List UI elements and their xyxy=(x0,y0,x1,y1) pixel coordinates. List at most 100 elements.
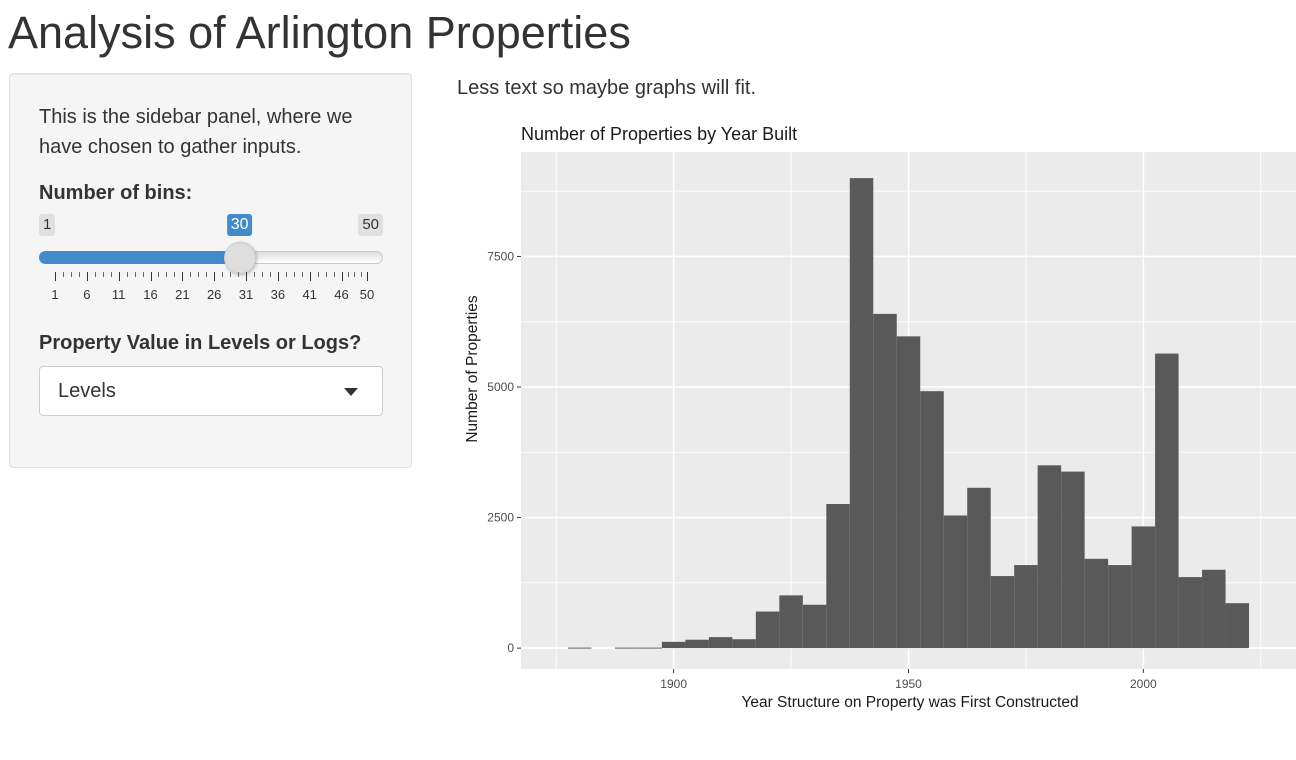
slider-tick xyxy=(182,272,184,281)
x-tick-label: 1950 xyxy=(895,677,922,691)
slider-tick-label: 21 xyxy=(175,287,190,302)
slider-fill xyxy=(39,251,240,264)
slider-tick-label: 46 xyxy=(334,287,349,302)
histogram-bar xyxy=(1084,558,1109,649)
slider-tick-label: 41 xyxy=(302,287,317,302)
slider-max-label: 50 xyxy=(358,214,383,236)
slider-minor-tick xyxy=(110,272,112,277)
chart-title: Number of Properties by Year Built xyxy=(521,124,797,144)
slider-minor-tick xyxy=(253,272,255,277)
slider-tick xyxy=(367,272,368,281)
slider-tick xyxy=(55,272,56,281)
histogram-bar xyxy=(685,639,709,649)
y-tick-label: 7500 xyxy=(487,249,514,263)
slider-minor-tick xyxy=(70,272,72,277)
slider-tick xyxy=(277,272,279,281)
slider-minor-tick xyxy=(134,272,136,277)
slider-minor-tick xyxy=(102,272,104,277)
histogram-chart: 1900 1950 2000 0 2500 5000 7500 Number of Prop… xyxy=(464,124,1296,711)
main-description: Less text so maybe graphs will fit. xyxy=(457,77,757,99)
slider-minor-tick xyxy=(166,272,168,277)
slider-minor-tick xyxy=(142,272,144,277)
histogram-bar xyxy=(1061,471,1085,649)
axes: 1900 1950 2000 0 2500 5000 7500 xyxy=(487,249,1157,691)
slider-tick xyxy=(214,272,216,281)
slider-minor-tick xyxy=(230,272,232,277)
slider-minor-tick xyxy=(301,272,303,277)
slider-minor-tick xyxy=(222,272,224,277)
slider-tick-label: 50 xyxy=(359,287,375,302)
slider-minor-tick xyxy=(174,272,176,277)
histogram-bar xyxy=(638,647,662,649)
slider-value-label: 30 xyxy=(226,214,253,236)
slider-tick-label: 26 xyxy=(206,287,222,302)
histogram-bar xyxy=(779,595,803,649)
slider-minor-tick xyxy=(206,272,208,277)
y-tick-label: 5000 xyxy=(487,380,514,394)
page-title: Analysis of Arlington Properties xyxy=(8,7,631,58)
histogram-bar xyxy=(614,647,639,649)
histogram-bar xyxy=(1014,565,1038,649)
histogram-bar xyxy=(1037,465,1062,649)
histogram-bar xyxy=(1225,603,1250,649)
scale-label: Property Value in Levels or Logs? xyxy=(39,332,362,354)
slider-minor-tick xyxy=(261,272,263,277)
slider-ticks: 1 6 11 16 21 26 31 36 41 46 50 xyxy=(39,269,383,302)
slider-minor-tick xyxy=(78,272,80,277)
slider-tick xyxy=(246,272,248,281)
slider-minor-tick xyxy=(354,272,356,277)
slider-minor-tick xyxy=(198,272,200,277)
slider-minor-tick xyxy=(94,272,96,277)
slider-min-label: 1 xyxy=(39,214,56,236)
histogram-bar xyxy=(755,611,780,649)
slider-tick xyxy=(341,272,343,281)
slider-minor-tick xyxy=(317,272,319,277)
slider-tick-label: 31 xyxy=(238,287,254,302)
sidebar-panel: This is the sidebar panel, where we have… xyxy=(9,73,412,468)
slider-tick-label: 6 xyxy=(83,287,91,302)
slider-minor-tick xyxy=(158,272,160,277)
x-tick-label: 2000 xyxy=(1130,677,1157,691)
histogram-bar xyxy=(661,641,686,649)
slider-minor-tick xyxy=(62,272,64,277)
histogram-bars xyxy=(567,178,1250,649)
histogram-bar xyxy=(708,637,733,649)
slider-minor-tick xyxy=(285,272,287,277)
slider-tick xyxy=(309,272,311,281)
slider-tick-label: 36 xyxy=(270,287,286,302)
caret-down-icon xyxy=(344,388,358,396)
slider-tick xyxy=(86,272,88,281)
slider-tick-label: 11 xyxy=(111,287,126,302)
scale-select[interactable]: Levels xyxy=(39,366,383,416)
histogram-bar xyxy=(732,639,756,649)
x-tick-label: 1900 xyxy=(660,677,687,691)
bins-slider[interactable]: 1 50 30 1 6 11 16 21 26 31 36 41 46 50 xyxy=(39,214,383,302)
histogram-bar xyxy=(849,178,874,649)
histogram-bar xyxy=(1108,565,1132,649)
slider-minor-tick xyxy=(360,272,362,277)
histogram-bar xyxy=(990,576,1015,649)
slider-minor-tick xyxy=(333,272,335,277)
y-tick-label: 2500 xyxy=(487,511,514,525)
slider-minor-tick xyxy=(126,272,128,277)
slider-tick xyxy=(118,272,120,281)
histogram-bar xyxy=(920,391,944,649)
histogram-bar xyxy=(873,313,897,649)
histogram-bar xyxy=(1202,569,1226,649)
sidebar-description: This is the sidebar panel, where we have… xyxy=(39,106,353,158)
y-tick-label: 0 xyxy=(507,641,514,655)
histogram-bar xyxy=(967,487,991,649)
slider-minor-tick xyxy=(293,272,295,277)
slider-minor-tick xyxy=(325,272,327,277)
histogram-bar xyxy=(567,647,592,649)
histogram-bar xyxy=(1131,526,1156,649)
histogram-bar xyxy=(826,503,850,649)
slider-handle[interactable] xyxy=(223,242,256,274)
x-axis-label: Year Structure on Property was First Con… xyxy=(741,694,1078,711)
scale-select-value: Levels xyxy=(58,380,116,402)
slider-minor-tick xyxy=(347,272,349,277)
slider-minor-tick xyxy=(238,272,240,277)
histogram-bar xyxy=(1155,353,1179,649)
histogram-bar xyxy=(802,604,827,649)
y-axis-label: Number of Properties xyxy=(464,295,481,443)
